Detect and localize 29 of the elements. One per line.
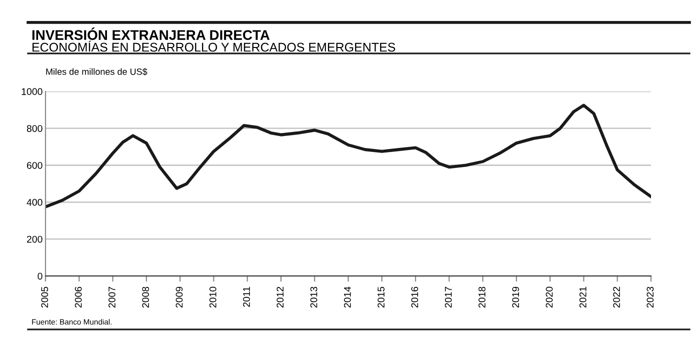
x-tick-label: 2015	[378, 286, 384, 308]
chart-title: INVERSIÓN EXTRANJERA DIRECTA	[32, 28, 270, 40]
y-tick-label: 400	[26, 198, 42, 206]
x-tick-label: 2009	[176, 286, 183, 308]
x-tick-label: 2020	[546, 286, 553, 308]
x-tick-label: 2018	[478, 286, 486, 308]
y-tick-label: 0	[38, 272, 42, 280]
x-tick-label: 2006	[74, 286, 82, 308]
x-tick-label: 2017	[444, 286, 452, 308]
x-tick-label: 2019	[512, 286, 520, 308]
x-tick-label: 2010	[209, 286, 216, 308]
y-tick-label: 200	[26, 236, 42, 243]
chart-subtitle: ECONOMÍAS EN DESARROLLO Y MERCADOS EMERGENTES	[32, 40, 396, 52]
x-tick-label: 2005	[41, 286, 48, 308]
x-tick-label: 2011	[243, 286, 250, 307]
y-tick-label: 1000	[22, 88, 42, 96]
y-tick-label: 600	[26, 162, 42, 169]
x-tick-label: 2013	[310, 286, 318, 308]
x-tick-label: 2023	[646, 286, 654, 308]
x-tick-label: 2014	[344, 286, 351, 308]
line-series	[46, 104, 651, 208]
x-tick-label: 2007	[108, 286, 116, 308]
x-tick-label: 2022	[613, 286, 620, 308]
y-tick-label: 800	[26, 125, 42, 132]
x-tick-label: 2021	[579, 286, 586, 308]
x-tick-label: 2012	[276, 286, 284, 308]
x-tick-label: 2016	[411, 286, 418, 308]
x-tick-label: 2008	[142, 286, 150, 308]
y-axis-title: Miles de millones de US$	[46, 68, 148, 76]
